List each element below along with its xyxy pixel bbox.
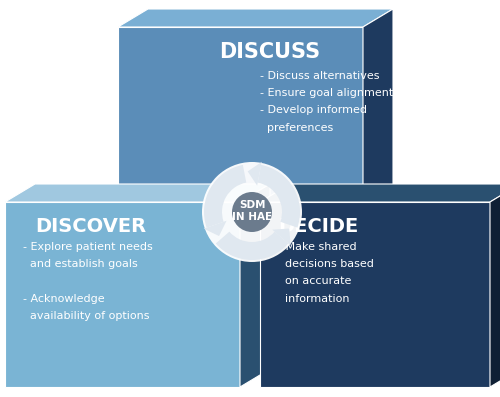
Polygon shape <box>490 184 500 387</box>
Polygon shape <box>118 9 393 27</box>
Text: SDM
IN HAE: SDM IN HAE <box>232 200 272 222</box>
Polygon shape <box>248 162 262 185</box>
Text: - Discuss alternatives
- Ensure goal alignment
- Develop informed
  preferences: - Discuss alternatives - Ensure goal ali… <box>260 71 394 133</box>
Wedge shape <box>216 232 288 260</box>
Wedge shape <box>258 165 300 227</box>
Polygon shape <box>240 184 270 387</box>
Circle shape <box>202 162 302 262</box>
Polygon shape <box>272 229 290 245</box>
Text: DECIDE: DECIDE <box>278 217 358 236</box>
Polygon shape <box>5 184 270 202</box>
Text: - Make shared
  decisions based
  on accurate
  information: - Make shared decisions based on accurat… <box>278 242 374 304</box>
Polygon shape <box>118 27 363 222</box>
Polygon shape <box>260 184 500 202</box>
Text: DISCUSS: DISCUSS <box>220 42 320 62</box>
Polygon shape <box>260 202 490 387</box>
Polygon shape <box>204 221 227 236</box>
Polygon shape <box>5 202 240 387</box>
Wedge shape <box>204 165 246 227</box>
Text: - Explore patient needs
  and establish goals

- Acknowledge
  availability of o: - Explore patient needs and establish go… <box>23 242 153 321</box>
Text: DISCOVER: DISCOVER <box>35 217 146 236</box>
Polygon shape <box>363 9 393 222</box>
Circle shape <box>232 192 272 232</box>
